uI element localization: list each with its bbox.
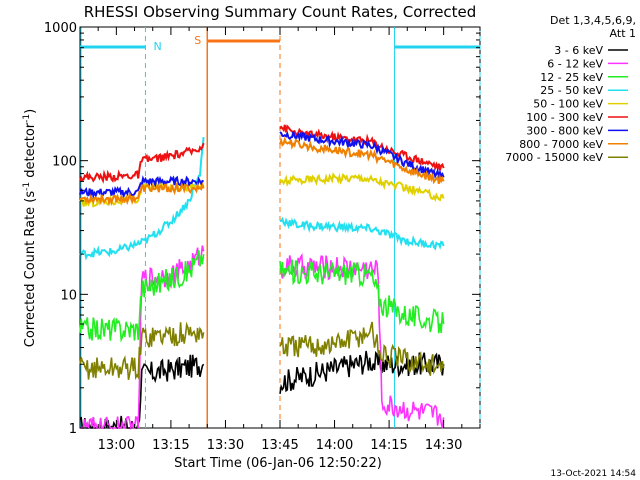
legend-label: 12 - 25 keV [540,71,603,84]
series-300-800-kev [79,130,445,200]
series-line [279,350,445,395]
series-6-12-kev [80,245,445,431]
legend-label: 800 - 7000 keV [519,138,603,151]
series-line [279,130,445,180]
y-axis-label: Corrected Count Rate (s-1 detector-1) [22,109,38,347]
y-tick-label: 1000 [44,21,77,36]
series-25-50-kev [79,137,445,261]
x-tick-label: 13:15 [152,438,189,453]
legend-label: 25 - 50 keV [540,84,603,97]
legend-label: 3 - 6 keV [554,44,603,57]
legend-header-detectors: Det 1,3,4,5,6,9, [550,14,636,27]
series-line [279,172,445,203]
x-tick-label: 13:45 [261,438,298,453]
series-line [80,245,205,431]
x-tick-label: 13:30 [207,438,244,453]
x-axis-label: Start Time (06-Jan-06 12:50:22) [174,456,382,471]
series-line [279,321,445,376]
legend-label: 100 - 300 keV [526,111,603,124]
night-label: N [153,40,161,53]
x-tick-label: 14:30 [425,438,462,453]
legend-label: 7000 - 15000 keV [505,151,603,164]
series-line [279,136,445,185]
axes: 13:00 13:15 13:30 13:45 14:00 14:15 14:30 1 10 10… [44,21,481,453]
saa-label: S [194,34,201,47]
x-tick-label: 14:00 [316,438,353,453]
footer-timestamp: 13-Oct-2021 14:54 [551,469,637,479]
y-tick-label: 100 [52,155,77,170]
legend-label: 50 - 100 keV [533,98,603,111]
y-tick-label: 1 [69,422,77,437]
y-tick-label: 10 [60,288,77,303]
series-12-25-kev [79,250,445,343]
series-800-7000-kev [80,136,445,207]
series-line [279,259,445,334]
series-7000-15000-kev [79,321,445,381]
x-tick-label: 14:15 [370,438,407,453]
series-line [279,124,445,172]
legend-label: 6 - 12 keV [547,57,603,70]
series-line [79,250,205,343]
chart-title: RHESSI Observing Summary Count Rates, Co… [84,3,477,21]
legend-header-attenuator: Att 1 [610,27,636,40]
series-line [79,142,205,184]
series-line [279,216,445,251]
legend-label: 300 - 800 keV [526,124,603,137]
series-line [79,137,205,261]
series-lines [79,124,445,431]
x-tick-label: 13:00 [98,438,135,453]
series-line [79,321,205,381]
series-100-300-kev [79,124,445,184]
series-line [80,181,205,207]
series-line [279,252,445,429]
